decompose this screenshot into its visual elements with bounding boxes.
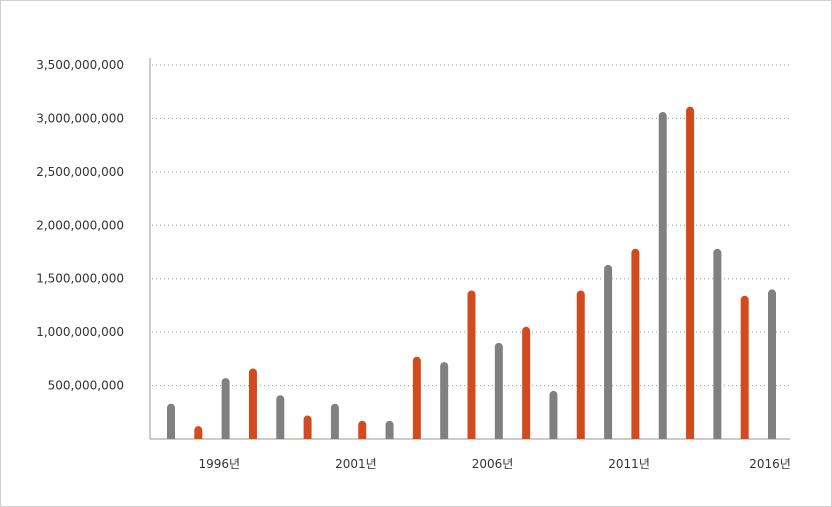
bar: [768, 289, 776, 439]
bar: [412, 356, 421, 439]
bar: [740, 295, 749, 439]
bar: [467, 290, 476, 439]
y-tick-label: 500,000,000: [48, 379, 124, 393]
bar: [604, 264, 613, 439]
x-tick-label: 2016년: [749, 457, 791, 471]
y-tick-label: 2,000,000,000: [36, 218, 124, 232]
y-tick-labels: 500,000,000 1,000,000,000 1,500,000,000 2,0…: [36, 58, 124, 393]
y-tick-label: 2,500,000,000: [36, 165, 124, 179]
bar: [440, 362, 449, 439]
bar: [330, 403, 339, 439]
y-tick-label: 1,000,000,000: [36, 325, 124, 339]
x-tick-labels: 1996년 2001년 2006년 2011년 2016년: [199, 457, 791, 471]
bar: [194, 426, 203, 439]
bar: [248, 368, 257, 439]
bar: [276, 395, 285, 439]
bar: [686, 106, 695, 439]
bar: [221, 378, 230, 439]
bar: [358, 420, 367, 439]
bar: [549, 390, 558, 439]
bar: [167, 403, 175, 439]
bars: [167, 106, 776, 439]
bar: [576, 290, 585, 439]
x-tick-label: 2006년: [472, 457, 514, 471]
bar: [522, 326, 531, 439]
bar: [303, 415, 312, 439]
y-tick-label: 3,000,000,000: [36, 111, 124, 125]
x-tick-label: 2001년: [335, 457, 377, 471]
bar: [631, 248, 640, 439]
bar: [658, 112, 667, 439]
x-tick-label: 2011년: [608, 457, 650, 471]
y-tick-label: 3,500,000,000: [36, 58, 124, 72]
bar: [713, 248, 722, 439]
x-tick-label: 1996년: [199, 457, 241, 471]
bar: [494, 342, 503, 439]
y-tick-label: 1,500,000,000: [36, 272, 124, 286]
bar: [385, 420, 394, 439]
